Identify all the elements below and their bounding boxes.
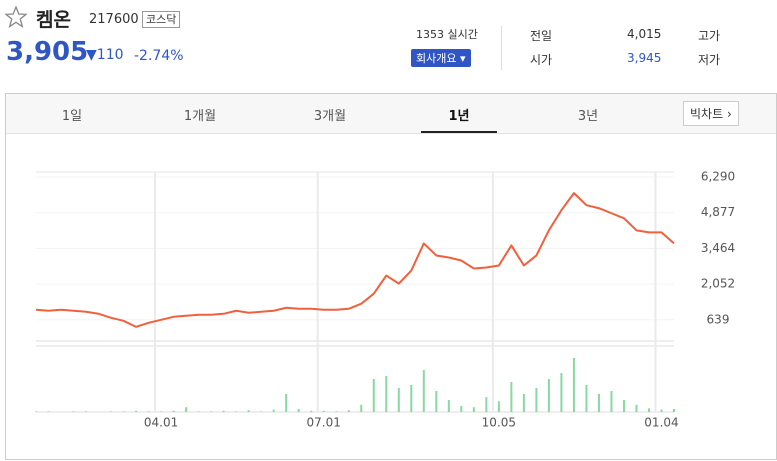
volume-bar	[622, 400, 625, 412]
volume-bar	[272, 409, 275, 412]
volume-bar	[647, 408, 650, 412]
volume-bar	[597, 394, 600, 412]
x-tick-label: 01.04	[644, 416, 678, 430]
stock-name: 켐온	[36, 9, 71, 31]
x-tick-label: 04.01	[144, 416, 178, 430]
tab[interactable]: 1개월	[183, 109, 217, 124]
tab-underline	[421, 131, 497, 133]
volume-bar	[422, 370, 425, 412]
volume-bar	[285, 394, 288, 412]
y-tick-label: 4,877	[701, 205, 735, 219]
volume-bar	[435, 391, 438, 412]
change: ▼110	[86, 47, 124, 63]
volume-bar	[460, 406, 463, 412]
big-chart-button[interactable]: 빅차트 ›	[683, 101, 739, 126]
volume-bar	[297, 409, 300, 412]
tab[interactable]: 1년	[448, 109, 470, 124]
divider	[501, 26, 502, 70]
info-cell: 3,945	[627, 51, 662, 65]
company-button[interactable]: 회사개요 ▾	[411, 49, 471, 67]
volume-bar	[472, 407, 475, 412]
x-tick-label: 10.05	[482, 416, 516, 430]
volume-bar	[572, 358, 575, 412]
price-line	[35, 192, 675, 328]
time: 1353 실시간	[416, 28, 478, 41]
volume-bar	[47, 411, 50, 412]
volume-bar	[560, 373, 563, 412]
x-tick-label: 07.01	[307, 416, 341, 430]
change-pct: -2.74%	[134, 48, 184, 64]
volume-bar	[247, 410, 250, 412]
volume-bar	[335, 411, 338, 412]
tab[interactable]: 3년	[577, 109, 599, 124]
volume-bar	[310, 410, 313, 412]
tab-bar	[6, 94, 776, 134]
change-value: 110	[96, 47, 124, 63]
volume-bar	[35, 411, 37, 412]
volume-bar	[72, 411, 75, 412]
tab[interactable]: 3개월	[313, 109, 347, 124]
tab[interactable]: 1일	[61, 109, 83, 124]
volume-bar	[172, 410, 175, 412]
volume-bar	[673, 409, 675, 412]
volume-bar	[610, 391, 613, 412]
volume-bar	[85, 411, 88, 412]
volume-bar	[210, 411, 213, 412]
volume-bar	[410, 385, 413, 412]
volume-bar	[660, 409, 663, 412]
volume-bar	[135, 410, 138, 412]
volume-bar	[260, 411, 263, 412]
button-text: 회사개요	[416, 52, 457, 65]
info-cell: 고가	[698, 29, 721, 43]
market-badge: 코스닥	[142, 11, 181, 28]
volume-bar	[185, 407, 188, 412]
y-tick-label: 639	[707, 312, 730, 326]
volume-bar	[222, 410, 225, 412]
price: 3,905	[6, 37, 89, 67]
info-cell: 저가	[698, 53, 721, 67]
volume-bar	[447, 400, 450, 412]
volume-bar	[322, 410, 325, 412]
volume-bar	[522, 394, 525, 412]
volume-bar	[397, 388, 400, 412]
volume-bar	[497, 401, 500, 412]
info-cell: 전일	[530, 29, 553, 43]
volume-bar	[110, 411, 113, 412]
volume-bar	[485, 397, 488, 412]
volume-bar	[197, 411, 200, 412]
volume-bar	[372, 379, 375, 412]
volume-bar	[535, 388, 538, 412]
y-tick-label: 6,290	[701, 170, 735, 184]
volume-bar	[147, 411, 150, 412]
volume-bar	[547, 379, 550, 412]
volume-bar	[585, 385, 588, 412]
favorite-star[interactable]	[5, 6, 27, 28]
volume-bar	[235, 411, 238, 412]
info-cell: 시가	[530, 53, 553, 67]
volume-bar	[122, 411, 125, 412]
volume-bar	[360, 404, 363, 412]
y-tick-label: 2,052	[701, 277, 735, 291]
big-chart-text: 빅차트	[690, 107, 724, 121]
y-tick-label: 3,464	[701, 241, 735, 255]
volume-bar	[160, 411, 163, 412]
volume-bar	[635, 404, 638, 412]
volume-bar	[385, 376, 388, 412]
info-cell: 4,015	[627, 27, 662, 41]
volume-bar	[347, 410, 350, 412]
stock-code: 217600	[89, 12, 139, 27]
volume-bar	[510, 382, 513, 412]
